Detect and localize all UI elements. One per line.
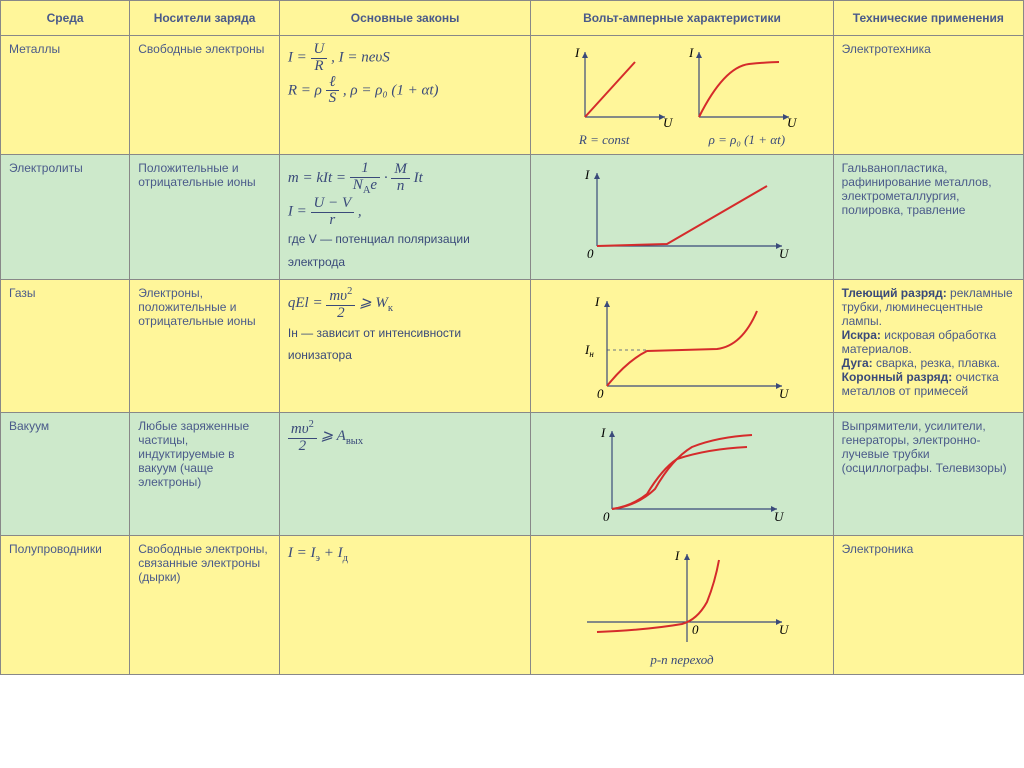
cell-app: Электротехника bbox=[833, 36, 1023, 155]
svg-text:0: 0 bbox=[597, 386, 604, 401]
cell-vac: I U 0 bbox=[531, 155, 833, 280]
th-carriers: Носители заряда bbox=[130, 1, 280, 36]
txt: I = bbox=[288, 203, 307, 219]
row-gases: Газы Электроны, положительные и отрицате… bbox=[1, 280, 1024, 413]
t3: сварка, резка, плавка. bbox=[873, 356, 1000, 370]
graph-semiconductors: I U 0 bbox=[567, 542, 797, 652]
svg-text:U: U bbox=[779, 386, 790, 401]
svg-text:Iн: Iн bbox=[584, 342, 594, 359]
txt: qEl = bbox=[288, 295, 323, 311]
row-electrolytes: Электролиты Положительные и отрицательны… bbox=[1, 155, 1024, 280]
txt: I = bbox=[288, 50, 307, 66]
row-metals: Металлы Свободные электроны I = UR , I =… bbox=[1, 36, 1024, 155]
th-vac: Вольт-амперные характеристики bbox=[531, 1, 833, 36]
cell-carriers: Электроны, положительные и отрицательные… bbox=[130, 280, 280, 413]
th-laws: Основные законы bbox=[279, 1, 530, 36]
formula-semiconductors: I = Iэ + Iд bbox=[288, 542, 522, 567]
svg-text:I: I bbox=[574, 45, 580, 60]
graph-metals-1: I U bbox=[565, 42, 675, 132]
th-app: Технические применения bbox=[833, 1, 1023, 36]
svg-text:I: I bbox=[594, 294, 600, 309]
cell-laws: qEl = mυ22 ⩾ Wк Iн — зависит от интенсив… bbox=[279, 280, 530, 413]
svg-text:I: I bbox=[600, 425, 606, 440]
cell-laws: I = Iэ + Iд bbox=[279, 536, 530, 675]
cell-laws: m = kIt = 1NAe · Mn It I = U − Vr , где … bbox=[279, 155, 530, 280]
cell-app: Гальванопластика, рафинирование металлов… bbox=[833, 155, 1023, 280]
svg-text:0: 0 bbox=[603, 509, 610, 524]
txt: m = kIt = bbox=[288, 170, 346, 186]
cell-vac: I U I U R = const ρ = ρ₀ (1 + αt) bbox=[531, 36, 833, 155]
caption-1: R = const bbox=[579, 132, 630, 148]
svg-text:0: 0 bbox=[587, 246, 594, 261]
note: где V — потенциал поляризации электрода bbox=[288, 232, 470, 269]
formula-gases: qEl = mυ22 ⩾ Wк Iн — зависит от интенсив… bbox=[288, 286, 522, 367]
caption-2: ρ = ρ₀ (1 + αt) bbox=[709, 132, 785, 148]
txt: R = ρ bbox=[288, 82, 322, 98]
svg-text:0: 0 bbox=[692, 622, 699, 637]
svg-text:I: I bbox=[688, 45, 694, 60]
row-vacuum: Вакуум Любые заряженные частицы, индукти… bbox=[1, 413, 1024, 536]
formula-metals: I = UR , I = neυS R = ρ ℓS , ρ = ρ₀ (1 +… bbox=[288, 42, 522, 107]
b2: Искра: bbox=[842, 328, 881, 342]
cell-app: Тлеющий разряд: рекламные трубки, люмине… bbox=[833, 280, 1023, 413]
b1: Тлеющий разряд: bbox=[842, 286, 947, 300]
cell-env: Полупроводники bbox=[1, 536, 130, 675]
cell-env: Электролиты bbox=[1, 155, 130, 280]
cell-vac: I U 0 bbox=[531, 413, 833, 536]
txt: , bbox=[358, 203, 362, 219]
cell-vac: I U 0 p-n переход bbox=[531, 536, 833, 675]
header-row: Среда Носители заряда Основные законы Во… bbox=[1, 1, 1024, 36]
b4: Коронный разряд: bbox=[842, 370, 953, 384]
svg-text:I: I bbox=[584, 167, 590, 182]
svg-text:U: U bbox=[779, 246, 790, 261]
txt: ⩾ A bbox=[321, 428, 346, 444]
cell-app: Электроника bbox=[833, 536, 1023, 675]
txt: , ρ = ρ₀ (1 + αt) bbox=[343, 82, 439, 98]
svg-text:U: U bbox=[779, 622, 790, 637]
cell-env: Металлы bbox=[1, 36, 130, 155]
caption: p-n переход bbox=[539, 652, 824, 668]
svg-text:U: U bbox=[774, 509, 785, 524]
physics-table: Среда Носители заряда Основные законы Во… bbox=[0, 0, 1024, 675]
graph-gases: I U 0 Iн bbox=[567, 286, 797, 406]
graph-electrolytes: I U 0 bbox=[567, 161, 797, 261]
graph-metals-2: I U bbox=[679, 42, 799, 132]
cell-carriers: Положительные и отрицательные ионы bbox=[130, 155, 280, 280]
cell-carriers: Свободные электроны bbox=[130, 36, 280, 155]
svg-text:U: U bbox=[787, 115, 798, 130]
cell-laws: mυ22 ⩾ Aвых bbox=[279, 413, 530, 536]
formula-vacuum: mυ22 ⩾ Aвых bbox=[288, 419, 522, 455]
cell-carriers: Любые заряженные частицы, индуктируемые … bbox=[130, 413, 280, 536]
cell-laws: I = UR , I = neυS R = ρ ℓS , ρ = ρ₀ (1 +… bbox=[279, 36, 530, 155]
cell-app: Выпрямители, усилители, генераторы, элек… bbox=[833, 413, 1023, 536]
cell-env: Газы bbox=[1, 280, 130, 413]
svg-text:U: U bbox=[663, 115, 674, 130]
b3: Дуга: bbox=[842, 356, 873, 370]
graph-vacuum: I U 0 bbox=[577, 419, 787, 529]
svg-text:I: I bbox=[674, 548, 680, 563]
cell-vac: I U 0 Iн bbox=[531, 280, 833, 413]
th-env: Среда bbox=[1, 1, 130, 36]
cell-carriers: Свободные электроны, связанные электроны… bbox=[130, 536, 280, 675]
txt: ⩾ W bbox=[359, 295, 388, 311]
formula-electrolytes: m = kIt = 1NAe · Mn It I = U − Vr , где … bbox=[288, 161, 522, 273]
note: Iн — зависит от интенсивности ионизатора bbox=[288, 326, 461, 363]
txt: , I = neυS bbox=[331, 50, 390, 66]
row-semiconductors: Полупроводники Свободные электроны, связ… bbox=[1, 536, 1024, 675]
cell-env: Вакуум bbox=[1, 413, 130, 536]
